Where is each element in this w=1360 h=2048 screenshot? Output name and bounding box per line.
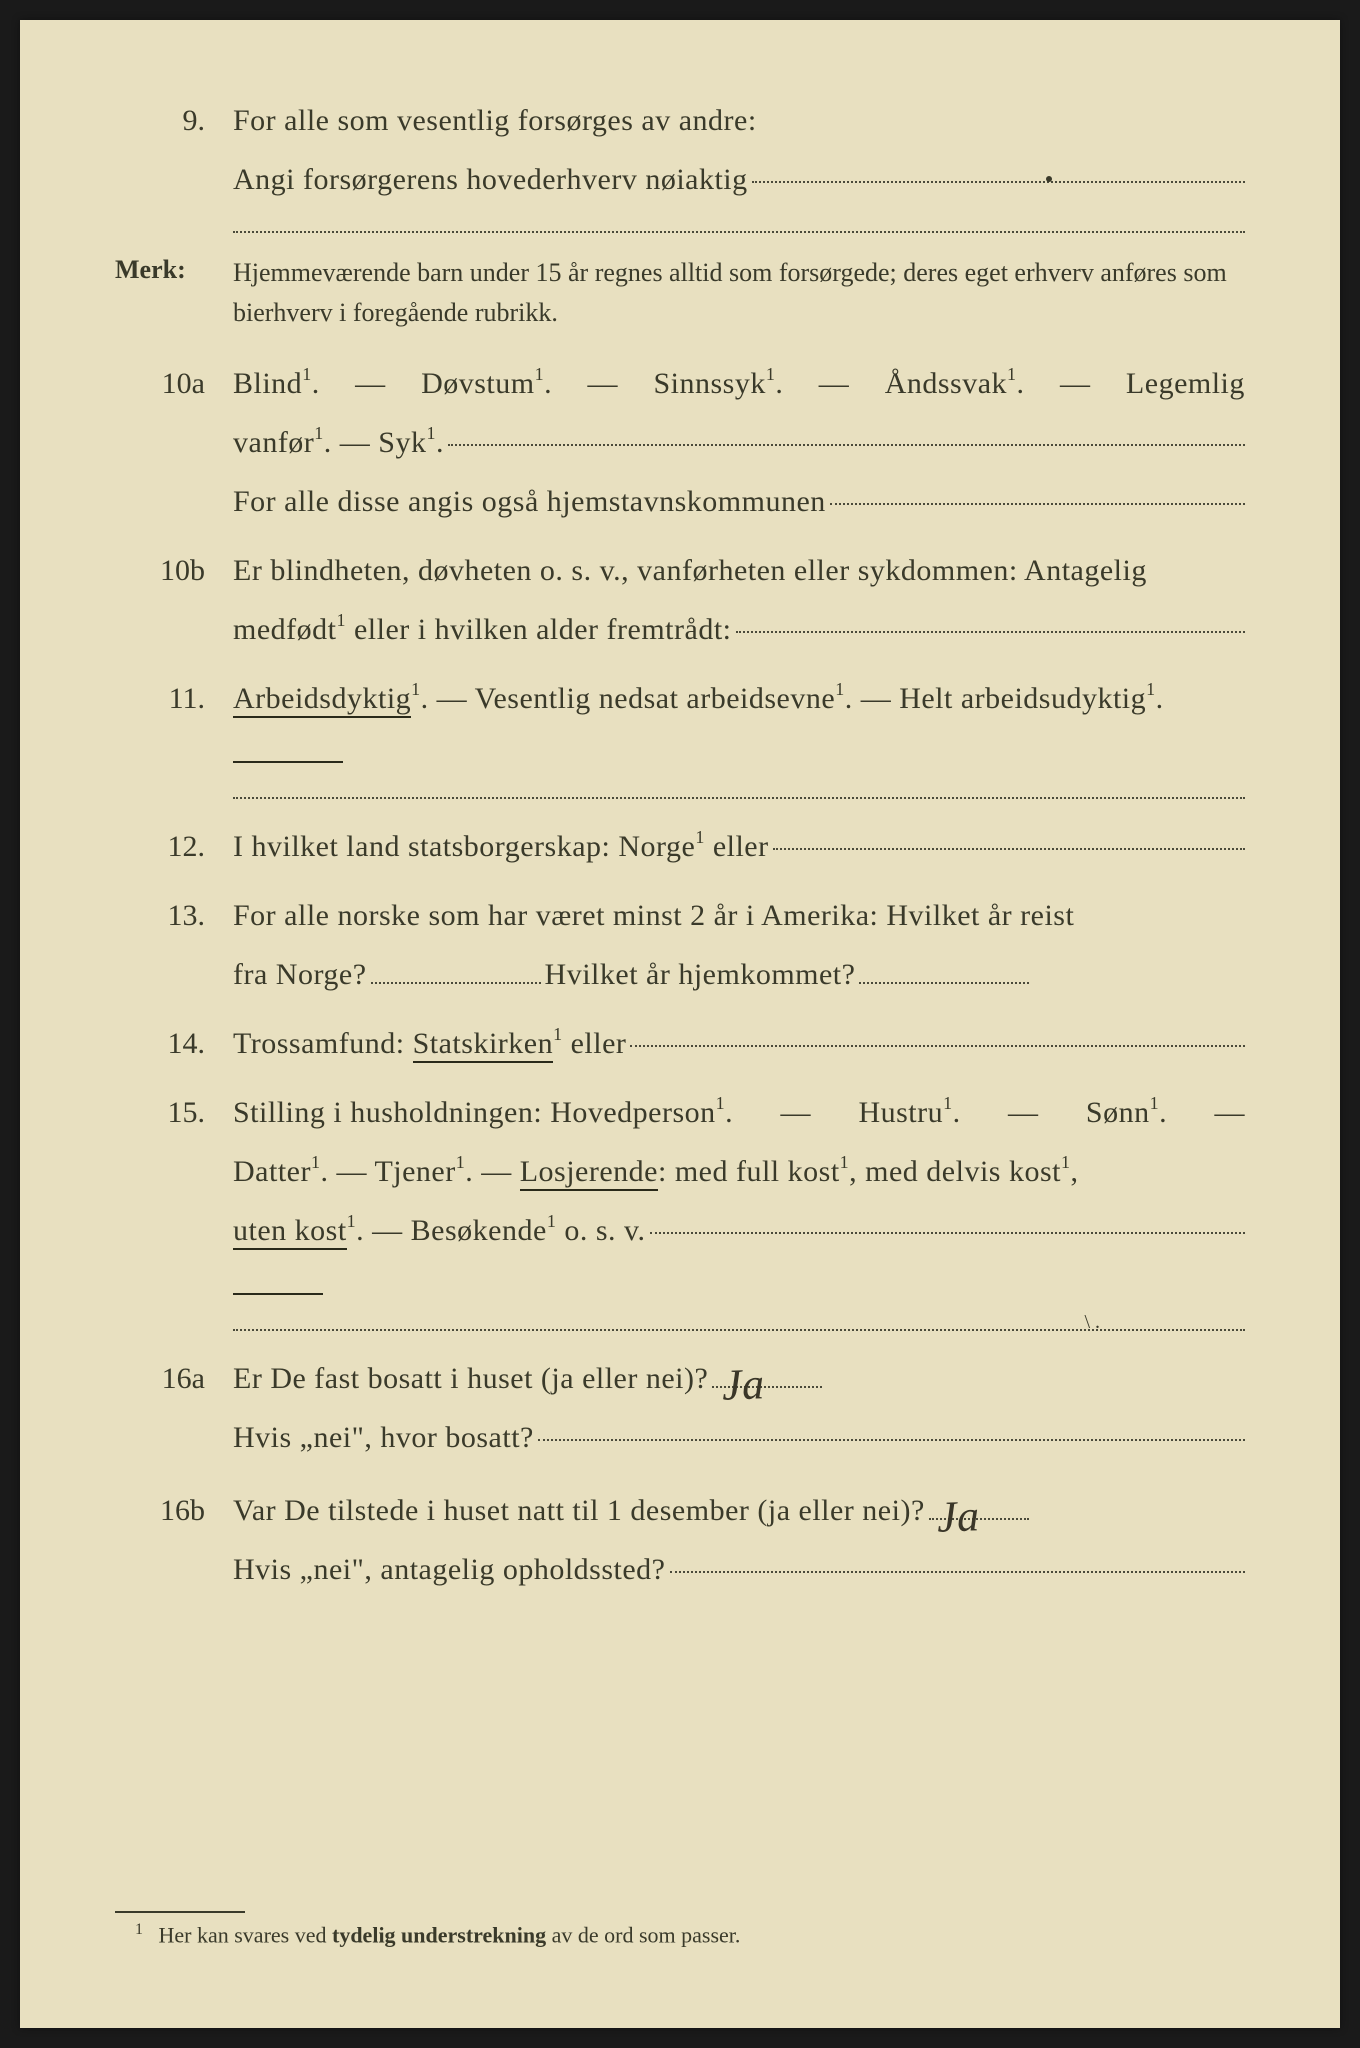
answer-line: Ja <box>712 1386 822 1388</box>
dotted-fill <box>859 982 1029 984</box>
opt-sinnssyk: Sinnssyk <box>653 367 765 400</box>
q9-number: 9. <box>115 95 233 146</box>
q15-number: 15. <box>115 1087 233 1138</box>
dotted-fill <box>371 982 541 984</box>
q10b-line2: medfødt1 eller i hvilken alder fremtrådt… <box>115 604 1245 655</box>
opt-dovstum: Døvstum <box>421 367 535 400</box>
q9-text2: Angi forsørgerens hovederhverv nøiaktig <box>233 154 748 205</box>
handwritten-answer-16a: Ja <box>721 1347 766 1423</box>
q13-text1: For alle norske som har været minst 2 år… <box>233 890 1245 941</box>
q9-line1: 9. For alle som vesentlig forsørges av a… <box>115 95 1245 146</box>
q16a-number: 16a <box>115 1353 233 1404</box>
q16a-line2: Hvis „nei", hvor bosatt? <box>115 1412 1245 1463</box>
q10b-text1: Er blindheten, døvheten o. s. v., vanfør… <box>233 545 1245 596</box>
q11-number: 11. <box>115 673 233 724</box>
q10a-line2: vanfør1. — Syk1. <box>115 417 1245 468</box>
dotted-fill <box>538 1437 1245 1441</box>
q16a-text2: Hvis „nei", hvor bosatt? <box>233 1412 534 1463</box>
q10a-text3: For alle disse angis også hjemstavnskomm… <box>233 476 826 527</box>
q12-line: 12. I hvilket land statsborgerskap: Norg… <box>115 821 1245 872</box>
footnote-area: 1 Her kan svares ved tydelig understrekn… <box>20 1911 1340 1948</box>
q15-line3: uten kost1. — Besøkende1 o. s. v. <box>115 1205 1245 1256</box>
q16b-text1: Var De tilstede i huset natt til 1 desem… <box>233 1485 925 1536</box>
q15-line1: 15. Stilling i husholdningen: Hovedperso… <box>115 1087 1245 1138</box>
opt-utenkost: uten kost <box>233 1214 347 1250</box>
q11-line: 11. Arbeidsdyktig1. — Vesentlig nedsat a… <box>115 673 1245 724</box>
q15-text1: Stilling i husholdningen: Hovedperson <box>233 1096 716 1129</box>
merk-note: Merk: Hjemmeværende barn under 15 år reg… <box>115 253 1245 334</box>
opt-vanfor: vanfør <box>233 426 314 459</box>
q10a-line3: For alle disse angis også hjemstavnskomm… <box>115 476 1245 527</box>
footnote-text: 1 Her kan svares ved tydelig understrekn… <box>135 1921 1340 1948</box>
opt-blind: Blind <box>233 367 302 400</box>
opt-medfodt: medfødt <box>233 613 336 646</box>
answer-line: Ja <box>929 1518 1029 1520</box>
dotted-fill <box>448 442 1245 446</box>
q13-number: 13. <box>115 890 233 941</box>
q16b-text2: Hvis „nei", antagelig opholdssted? <box>233 1544 666 1595</box>
q15-line2: Datter1. — Tjener1. — Losjerende: med fu… <box>115 1146 1245 1197</box>
q14-line: 14. Trossamfund: Statskirken1 eller <box>115 1018 1245 1069</box>
q16b-number: 16b <box>115 1485 233 1536</box>
q16a-text1: Er De fast bosatt i huset (ja eller nei)… <box>233 1353 708 1404</box>
opt-losjerende: Losjerende <box>520 1155 658 1191</box>
divider <box>233 797 1245 799</box>
q13-line1: 13. For alle norske som har været minst … <box>115 890 1245 941</box>
opt-syk: Syk <box>378 426 426 459</box>
opt-sonn: Sønn <box>1086 1096 1150 1129</box>
q14-number: 14. <box>115 1018 233 1069</box>
opt-udyktig: Helt arbeidsudyktig <box>899 682 1146 715</box>
opt-arbeidsdyktig: Arbeidsdyktig <box>233 682 411 718</box>
footnote-rule <box>115 1911 245 1913</box>
q13-text2a: fra Norge? <box>233 949 367 1000</box>
opt-hustru: Hustru <box>858 1096 943 1129</box>
q15-underline-tail <box>115 1260 1245 1311</box>
q10b-line1: 10b Er blindheten, døvheten o. s. v., va… <box>115 545 1245 596</box>
q9-text1: For alle som vesentlig forsørges av andr… <box>233 95 1245 146</box>
dotted-fill <box>773 846 1245 850</box>
dotted-fill <box>630 1043 1245 1047</box>
merk-label: Merk: <box>115 253 233 334</box>
q10a-number: 10a <box>115 358 233 409</box>
opt-legemlig: Legemlig <box>1126 358 1245 409</box>
q12-text: I hvilket land statsborgerskap: Norge <box>233 830 695 863</box>
q13-text2b: Hvilket år hjemkommet? <box>545 949 856 1000</box>
q12-number: 12. <box>115 821 233 872</box>
q16b-line1: 16b Var De tilstede i huset natt til 1 d… <box>115 1485 1245 1536</box>
opt-tjener: Tjener <box>374 1155 455 1188</box>
q11-underline-tail <box>115 728 1245 779</box>
opt-nedsat: Vesentlig nedsat arbeidsevne <box>475 682 836 715</box>
dotted-fill <box>736 629 1246 633</box>
q10a-line1: 10a Blind1. — Døvstum1. — Sinnssyk1. — Å… <box>115 358 1245 409</box>
q10b-number: 10b <box>115 545 233 596</box>
dotted-fill <box>752 179 1245 183</box>
opt-besokende: Besøkende <box>411 1214 547 1247</box>
q16b-line2: Hvis „nei", antagelig opholdssted? <box>115 1544 1245 1595</box>
opt-statskirken: Statskirken <box>413 1027 554 1063</box>
merk-text: Hjemmeværende barn under 15 år regnes al… <box>233 253 1245 334</box>
opt-datter: Datter <box>233 1155 311 1188</box>
opt-andssvak: Åndssvak <box>885 367 1007 400</box>
q16a-line1: 16a Er De fast bosatt i huset (ja eller … <box>115 1353 1245 1404</box>
dotted-fill <box>830 501 1245 505</box>
content-area: 9. For alle som vesentlig forsørges av a… <box>20 20 1340 1653</box>
dotted-fill <box>670 1569 1246 1573</box>
dotted-fill <box>650 1230 1245 1234</box>
handwritten-answer-16b: Ja <box>935 1479 980 1555</box>
q13-line2: fra Norge? Hvilket år hjemkommet? <box>115 949 1245 1000</box>
divider <box>233 231 1245 233</box>
document-page: 9. For alle som vesentlig forsørges av a… <box>20 20 1340 2028</box>
q9-line2: Angi forsørgerens hovederhverv nøiaktig <box>115 154 1245 205</box>
footnote-number: 1 <box>135 1921 143 1938</box>
